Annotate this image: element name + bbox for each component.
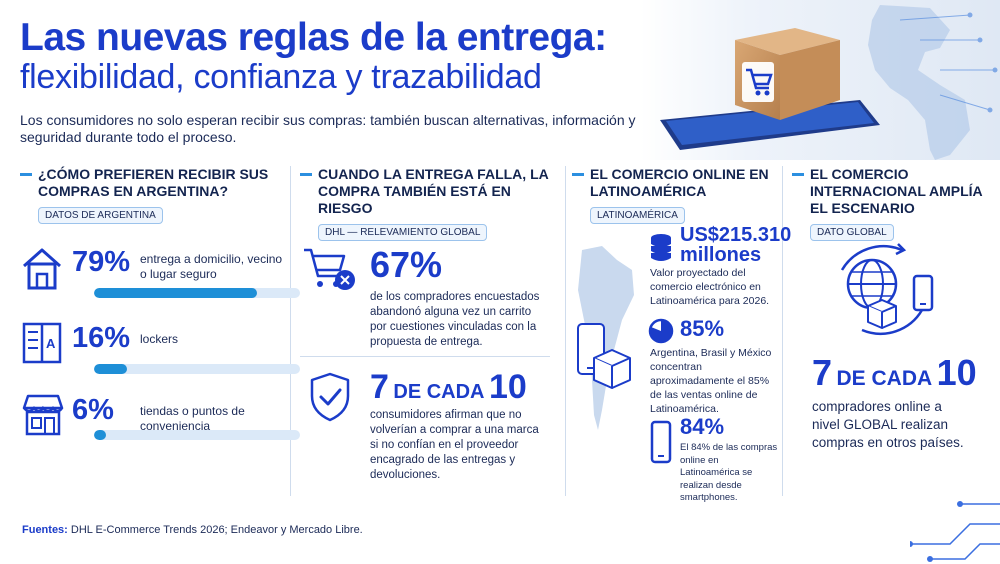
stat-value-7-de-cada-10: 7 DE CADA 10 — [370, 368, 527, 407]
progress-bar — [94, 288, 300, 298]
package-box-icon — [735, 28, 840, 120]
stat-description: Argentina, Brasil y México concentran ap… — [650, 347, 772, 415]
stat-value-unit: millones — [680, 244, 762, 266]
coins-icon — [651, 234, 671, 261]
column-heading-text: EL COMERCIO ONLINE EN LATINOAMÉRICA — [590, 166, 769, 199]
heading-dash — [792, 173, 804, 176]
cart-cancel-icon — [304, 248, 355, 290]
circuit-decoration-icon — [910, 501, 1000, 562]
stat-value: 84% — [680, 414, 725, 439]
stat-connector: DE CADA — [836, 367, 933, 390]
column-divider — [290, 166, 291, 496]
house-icon — [23, 248, 61, 290]
stat-value: 6% — [72, 394, 114, 426]
column-tag: DHL — RELEVAMIENTO GLOBAL — [318, 224, 488, 241]
column-divider — [565, 166, 566, 496]
globe-icon — [846, 258, 898, 310]
stat-number: 7 — [812, 352, 833, 393]
stat-number: 10 — [488, 368, 527, 406]
progress-fill — [94, 430, 107, 440]
stat-number: 10 — [936, 352, 977, 393]
stat-value: 16% — [72, 322, 131, 354]
stat-description: compradores online a nivel GLOBAL realiz… — [812, 399, 964, 450]
column-heading: EL COMERCIO ONLINE EN LATINOAMÉRICA — [572, 166, 782, 200]
column-latinoamerica: EL COMERCIO ONLINE EN LATINOAMÉRICA LATI… — [572, 166, 782, 224]
progress-bar — [94, 430, 300, 440]
sources-text: DHL E-Commerce Trends 2026; Endeavor y M… — [70, 524, 363, 536]
stat-description: de los compradores encuestados abandonó … — [370, 291, 540, 348]
stat-label: lockers — [140, 332, 179, 346]
stat-value: US$215.310 — [680, 224, 792, 246]
americas-map-icon — [868, 5, 970, 160]
hero-illustration — [640, 0, 1000, 160]
page-subtitle: flexibilidad, confianza y trazabilidad — [20, 58, 542, 96]
smartphone-icon — [660, 100, 880, 150]
column-tag: DATO GLOBAL — [810, 224, 894, 241]
stat-description: El 84% de las compras online en Latinoam… — [680, 442, 778, 503]
page-title: Las nuevas reglas de la entrega: — [20, 16, 607, 59]
stat-label: tiendas o puntos de conveniencia — [140, 404, 245, 433]
heading-dash — [572, 173, 584, 176]
shield-check-icon — [310, 372, 350, 422]
sources-footer: Fuentes: DHL E-Commerce Trends 2026; End… — [22, 524, 363, 536]
column-comercio-internacional: EL COMERCIO INTERNACIONAL AMPLÍA EL ESCE… — [792, 166, 992, 241]
smartphone-icon — [912, 274, 934, 312]
progress-fill — [94, 288, 257, 298]
stat-description: consumidores afirman que no volverían a … — [370, 409, 539, 481]
column-heading: CUANDO LA ENTREGA FALLA, LA COMPRA TAMBI… — [300, 166, 560, 217]
column-heading-text: ¿CÓMO PREFIEREN RECIBIR SUS COMPRAS EN A… — [38, 166, 269, 199]
divider — [300, 356, 550, 357]
stat-value: 85% — [680, 316, 725, 341]
progress-bar — [94, 364, 300, 374]
stat-connector: DE CADA — [393, 381, 485, 403]
svg-text:A: A — [46, 336, 56, 351]
smartphone-icon — [650, 420, 672, 464]
progress-fill — [94, 364, 127, 374]
column-divider — [782, 166, 783, 496]
package-box-icon — [593, 349, 631, 389]
stat-value-7-de-cada-10: 7 DE CADA 10 — [812, 352, 977, 394]
store-icon — [22, 394, 64, 436]
stat-description: Valor proyectado del comercio electrónic… — [650, 267, 770, 307]
intro-text: Los consumidores no solo esperan recibir… — [20, 112, 636, 145]
column-tag: DATOS DE ARGENTINA — [38, 207, 163, 224]
column-heading-text: CUANDO LA ENTREGA FALLA, LA COMPRA TAMBI… — [318, 166, 549, 216]
column-tag: LATINOAMÉRICA — [590, 207, 685, 224]
cart-icon — [746, 68, 773, 90]
stat-label: entrega a domicilio, vecino o lugar segu… — [140, 252, 283, 281]
package-box-icon — [867, 299, 897, 329]
column-heading-text: EL COMERCIO INTERNACIONAL AMPLÍA EL ESCE… — [810, 166, 983, 216]
locker-icon: A — [22, 322, 62, 364]
heading-dash — [300, 173, 312, 176]
column-entrega-falla: CUANDO LA ENTREGA FALLA, LA COMPRA TAMBI… — [300, 166, 560, 241]
heading-dash — [20, 173, 32, 176]
list-item: 6% tiendas o puntos de conveniencia — [20, 392, 300, 452]
latam-map-icon — [577, 246, 634, 430]
column-heading: ¿CÓMO PREFIEREN RECIBIR SUS COMPRAS EN A… — [20, 166, 285, 200]
sources-label: Fuentes: — [22, 524, 68, 536]
stat-number: 7 — [370, 368, 389, 406]
stat-value: 67% — [370, 244, 443, 285]
column-heading: EL COMERCIO INTERNACIONAL AMPLÍA EL ESCE… — [792, 166, 992, 217]
stat-value: 79% — [72, 246, 131, 278]
pie-chart-icon — [648, 318, 674, 344]
list-item: A 16% lockers — [20, 318, 300, 378]
list-item: 79% entrega a domicilio, vecino o lugar … — [20, 244, 300, 304]
column-argentina: ¿CÓMO PREFIEREN RECIBIR SUS COMPRAS EN A… — [20, 166, 285, 224]
global-commerce-icon — [840, 243, 934, 335]
